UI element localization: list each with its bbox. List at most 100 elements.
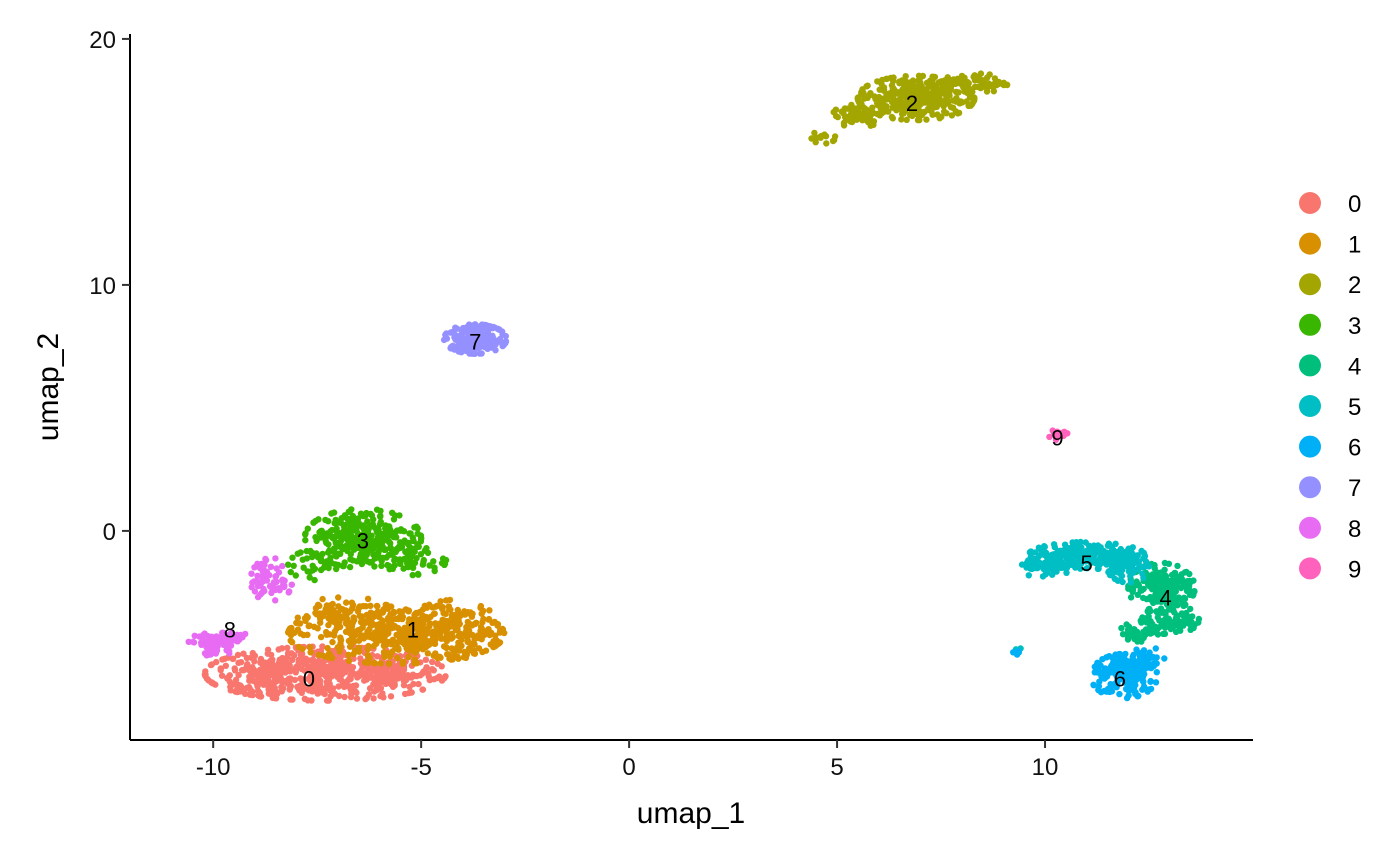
point-cluster-0: [295, 685, 302, 693]
point-cluster-0: [352, 682, 360, 689]
legend-item-4: 4: [1299, 353, 1361, 380]
point-cluster-7: [502, 339, 509, 347]
point-cluster-8: [279, 562, 286, 570]
point-cluster-5: [1082, 539, 1089, 546]
point-cluster-1: [455, 632, 462, 640]
point-cluster-6: [1103, 673, 1111, 680]
point-cluster-7: [496, 335, 504, 343]
point-cluster-0: [256, 689, 263, 696]
point-cluster-0: [442, 673, 449, 680]
point-cluster-2: [863, 83, 870, 90]
point-cluster-6: [1131, 675, 1139, 682]
point-cluster-0: [310, 670, 317, 677]
point-cluster-0: [413, 672, 420, 680]
point-cluster-2: [890, 74, 897, 81]
point-cluster-1: [406, 616, 413, 623]
point-cluster-3: [397, 560, 404, 567]
point-cluster-1: [389, 648, 396, 655]
point-cluster-7: [447, 345, 455, 352]
point-cluster-3: [441, 561, 448, 568]
point-cluster-2: [856, 112, 863, 120]
point-cluster-3: [338, 533, 345, 540]
point-cluster-1: [411, 660, 418, 667]
point-cluster-6: [1095, 683, 1103, 690]
point-cluster-4: [1140, 628, 1147, 636]
x-tick-label: 10: [1032, 754, 1059, 781]
point-cluster-0: [346, 676, 353, 683]
point-cluster-7: [466, 326, 473, 333]
point-cluster-1: [345, 637, 353, 645]
point-cluster-2: [893, 100, 900, 108]
point-cluster-4: [1123, 621, 1130, 628]
point-cluster-4: [1151, 561, 1158, 569]
point-cluster-1: [430, 652, 437, 659]
point-cluster-3: [417, 551, 425, 558]
cluster-6-points: [1010, 645, 1168, 702]
point-cluster-1: [399, 639, 406, 646]
point-cluster-4: [1179, 612, 1187, 619]
point-cluster-5: [1061, 541, 1069, 548]
point-cluster-2: [917, 79, 924, 87]
point-cluster-1: [486, 607, 493, 614]
point-cluster-6: [1123, 674, 1131, 681]
point-cluster-1: [381, 653, 388, 660]
point-cluster-3: [332, 561, 339, 568]
point-cluster-0: [357, 655, 364, 662]
point-cluster-0: [264, 650, 271, 657]
point-cluster-0: [284, 650, 292, 657]
point-cluster-2: [929, 76, 936, 83]
point-cluster-2: [947, 104, 955, 111]
point-cluster-0: [227, 683, 234, 691]
point-cluster-1: [404, 642, 411, 650]
point-cluster-3: [313, 537, 320, 545]
point-cluster-1: [379, 624, 386, 631]
point-cluster-1: [494, 622, 501, 629]
point-cluster-0: [356, 672, 363, 680]
point-cluster-1: [367, 602, 374, 609]
point-cluster-3: [346, 563, 354, 571]
point-cluster-0: [370, 695, 377, 702]
point-cluster-5: [1143, 558, 1150, 565]
point-cluster-3: [377, 512, 384, 519]
y-tick-label: 20: [89, 27, 116, 54]
point-cluster-3: [330, 546, 338, 553]
point-cluster-5: [1120, 549, 1127, 556]
point-cluster-0: [209, 680, 217, 687]
point-cluster-3: [319, 550, 326, 558]
y-tick-label: 10: [89, 273, 116, 300]
point-cluster-1: [452, 626, 459, 634]
point-cluster-1: [439, 605, 446, 613]
point-cluster-1: [390, 609, 397, 617]
point-cluster-1: [427, 613, 434, 621]
point-cluster-2: [957, 78, 965, 85]
point-cluster-1: [374, 608, 381, 615]
point-cluster-6: [1115, 651, 1123, 658]
point-cluster-4: [1189, 613, 1196, 620]
point-cluster-1: [379, 637, 387, 645]
point-cluster-6: [1013, 651, 1021, 658]
point-cluster-5: [1115, 556, 1122, 563]
point-cluster-9: [1051, 431, 1058, 438]
point-cluster-2: [902, 73, 909, 80]
point-cluster-3: [292, 572, 299, 579]
point-cluster-1: [413, 609, 420, 617]
point-cluster-0: [341, 683, 348, 691]
point-cluster-0: [247, 672, 255, 679]
point-cluster-3: [359, 524, 367, 531]
point-cluster-3: [330, 533, 337, 541]
point-cluster-1: [376, 613, 383, 621]
point-cluster-4: [1136, 634, 1143, 641]
point-cluster-0: [438, 663, 445, 670]
legend-label-3: 3: [1348, 313, 1361, 340]
point-cluster-2: [954, 89, 962, 96]
point-cluster-5: [1129, 555, 1136, 563]
point-cluster-0: [254, 683, 261, 690]
point-cluster-3: [377, 518, 384, 526]
point-cluster-3: [337, 519, 345, 527]
point-cluster-8: [201, 650, 209, 657]
point-cluster-4: [1171, 622, 1178, 629]
point-cluster-2: [995, 78, 1003, 86]
point-cluster-3: [406, 547, 414, 554]
point-cluster-2: [845, 114, 852, 121]
point-cluster-2: [923, 116, 930, 123]
